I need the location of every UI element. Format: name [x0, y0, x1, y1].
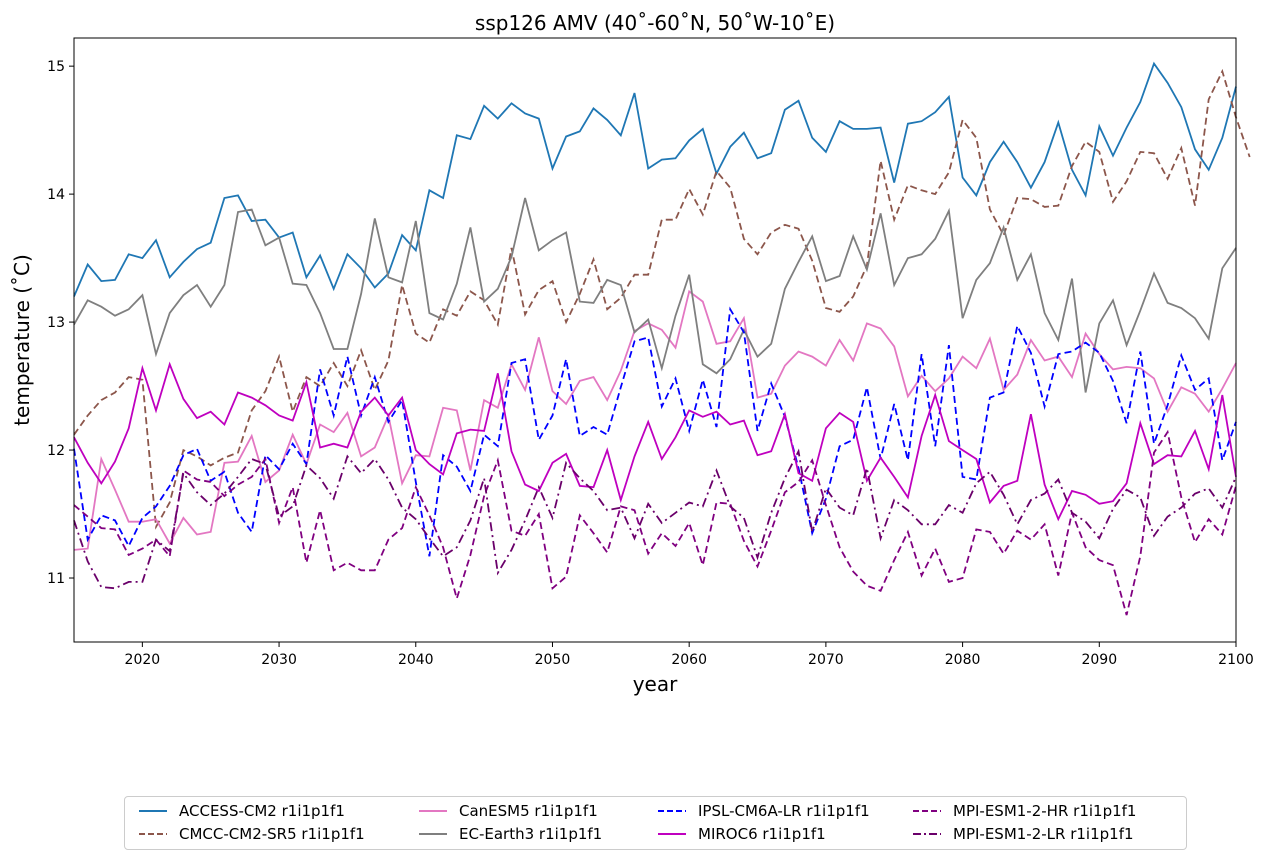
legend-label: ACCESS-CM2 r1i1p1f1 — [179, 802, 345, 820]
series-line-ipsl-cm6a-lr — [73, 306, 1237, 557]
legend-label: MIROC6 r1i1p1f1 — [698, 825, 826, 843]
x-tick-label: 2050 — [535, 652, 571, 668]
legend-item: IPSL-CM6A-LR r1i1p1f1 — [658, 801, 870, 821]
legend-swatch — [419, 810, 447, 812]
legend: ACCESS-CM2 r1i1p1f1 CMCC-CM2-SR5 r1i1p1f1… — [124, 796, 1187, 850]
y-tick-label: 11 — [47, 571, 65, 587]
series-line-mpi-esm1-2-hr — [73, 429, 1237, 616]
legend-item: ACCESS-CM2 r1i1p1f1 — [139, 801, 345, 821]
y-tick-label: 14 — [47, 187, 65, 203]
y-axis: 11 12 13 14 15 — [47, 59, 74, 587]
legend-swatch — [658, 833, 686, 835]
series-line-access-cm2 — [73, 61, 1237, 297]
y-tick-label: 15 — [47, 59, 65, 75]
legend-swatch — [913, 833, 941, 835]
x-axis-label: year — [633, 672, 678, 696]
x-tick-label: 2040 — [398, 652, 434, 668]
x-tick-label: 2060 — [671, 652, 707, 668]
series-line-ec-earth3 — [73, 197, 1237, 393]
legend-swatch — [419, 833, 447, 835]
y-tick-label: 13 — [47, 315, 65, 331]
legend-item: MPI-ESM1-2-LR r1i1p1f1 — [913, 824, 1134, 844]
legend-swatch — [658, 810, 686, 812]
x-tick-label: 2070 — [808, 652, 844, 668]
legend-item: CMCC-CM2-SR5 r1i1p1f1 — [139, 824, 365, 844]
legend-swatch — [913, 810, 941, 812]
series-line-cmcc-cm2-sr5 — [73, 68, 1251, 530]
x-axis: 2020 2030 2040 2050 2060 2070 2080 2090 2100 — [125, 642, 1254, 668]
x-tick-label: 2090 — [1081, 652, 1117, 668]
legend-item: MIROC6 r1i1p1f1 — [658, 824, 826, 844]
series-layer — [73, 61, 1251, 616]
x-tick-label: 2080 — [945, 652, 981, 668]
legend-label: CMCC-CM2-SR5 r1i1p1f1 — [179, 825, 365, 843]
legend-label: EC-Earth3 r1i1p1f1 — [459, 825, 603, 843]
legend-swatch — [139, 833, 167, 835]
series-line-miroc6 — [73, 361, 1237, 522]
x-tick-label: 2100 — [1218, 652, 1254, 668]
legend-swatch — [139, 810, 167, 812]
legend-label: IPSL-CM6A-LR r1i1p1f1 — [698, 802, 870, 820]
legend-label: MPI-ESM1-2-LR r1i1p1f1 — [953, 825, 1134, 843]
legend-label: CanESM5 r1i1p1f1 — [459, 802, 598, 820]
x-tick-label: 2020 — [125, 652, 161, 668]
x-tick-label: 2030 — [261, 652, 297, 668]
y-tick-label: 12 — [47, 443, 65, 459]
plot-frame — [73, 37, 1237, 643]
legend-item: CanESM5 r1i1p1f1 — [419, 801, 598, 821]
series-line-canesm5 — [73, 289, 1237, 551]
legend-label: MPI-ESM1-2-HR r1i1p1f1 — [953, 802, 1137, 820]
y-axis-label: temperature (˚C) — [10, 254, 34, 426]
legend-item: MPI-ESM1-2-HR r1i1p1f1 — [913, 801, 1136, 821]
legend-item: EC-Earth3 r1i1p1f1 — [419, 824, 602, 844]
chart-title: ssp126 AMV (40˚-60˚N, 50˚W-10˚E) — [475, 11, 835, 35]
series-line-mpi-esm1-2-lr — [73, 448, 1237, 590]
